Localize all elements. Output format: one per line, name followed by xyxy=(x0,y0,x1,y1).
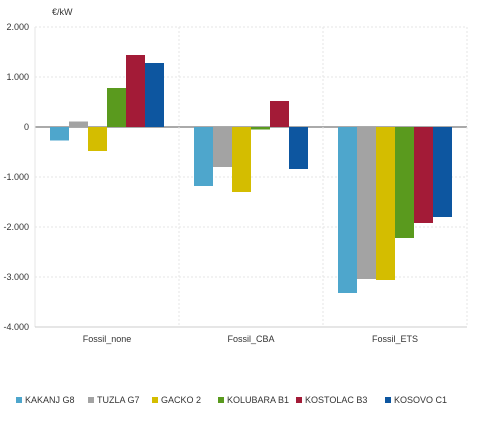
bar-fossil-none-tuzla-g7 xyxy=(69,121,88,127)
bar-fossil-none-kosovo-c1 xyxy=(145,63,164,127)
legend-swatch xyxy=(16,397,22,403)
bar-fossil-ets-gacko-2 xyxy=(376,127,395,280)
bar-fossil-cba-tuzla-g7 xyxy=(213,127,232,167)
bar-fossil-cba-gacko-2 xyxy=(232,127,251,192)
bar-fossil-none-kostolac-b3 xyxy=(126,55,145,127)
legend-label: TUZLA G7 xyxy=(97,395,140,405)
bar-fossil-cba-kolubara-b1 xyxy=(251,127,270,130)
bar-fossil-none-kolubara-b1 xyxy=(107,88,126,127)
legend-label: KOLUBARA B1 xyxy=(227,395,289,405)
bar-fossil-cba-kakanj-g8 xyxy=(194,127,213,186)
bar-fossil-none-gacko-2 xyxy=(88,127,107,151)
legend-label: KOSOVO C1 xyxy=(394,395,447,405)
bar-fossil-none-kakanj-g8 xyxy=(50,127,69,141)
y-axis-ticks: 2.000 1.000 0 -1.000 -2.000 -3.000 -4.000 xyxy=(3,22,29,332)
y-tick-label: -1.000 xyxy=(3,172,29,182)
bar-fossil-ets-kosovo-c1 xyxy=(433,127,452,217)
legend: KAKANJ G8 TUZLA G7 GACKO 2 KOLUBARA B1 KOSTO… xyxy=(16,395,447,405)
y-tick-label: -4.000 xyxy=(3,322,29,332)
y-tick-label: 2.000 xyxy=(6,22,29,32)
bar-fossil-ets-kostolac-b3 xyxy=(414,127,433,223)
y-axis-unit-label: €/kW xyxy=(52,7,73,17)
bar-fossil-cba-kostolac-b3 xyxy=(270,101,289,127)
bar-fossil-ets-kolubara-b1 xyxy=(395,127,414,238)
y-tick-label: -3.000 xyxy=(3,272,29,282)
legend-swatch xyxy=(296,397,302,403)
x-category-label: Fossil_ETS xyxy=(372,334,418,344)
legend-swatch xyxy=(218,397,224,403)
bars xyxy=(50,55,452,293)
y-tick-label: -2.000 xyxy=(3,222,29,232)
bar-fossil-cba-kosovo-c1 xyxy=(289,127,308,169)
x-category-label: Fossil_CBA xyxy=(227,334,274,344)
x-axis-categories: Fossil_none Fossil_CBA Fossil_ETS xyxy=(83,334,418,344)
bar-fossil-ets-kakanj-g8 xyxy=(338,127,357,293)
y-tick-label: 1.000 xyxy=(6,72,29,82)
legend-label: KOSTOLAC B3 xyxy=(305,395,367,405)
legend-label: KAKANJ G8 xyxy=(25,395,75,405)
legend-swatch xyxy=(152,397,158,403)
legend-label: GACKO 2 xyxy=(161,395,201,405)
x-category-label: Fossil_none xyxy=(83,334,132,344)
legend-swatch xyxy=(385,397,391,403)
y-tick-label: 0 xyxy=(24,122,29,132)
bar-fossil-ets-tuzla-g7 xyxy=(357,127,376,279)
legend-swatch xyxy=(88,397,94,403)
